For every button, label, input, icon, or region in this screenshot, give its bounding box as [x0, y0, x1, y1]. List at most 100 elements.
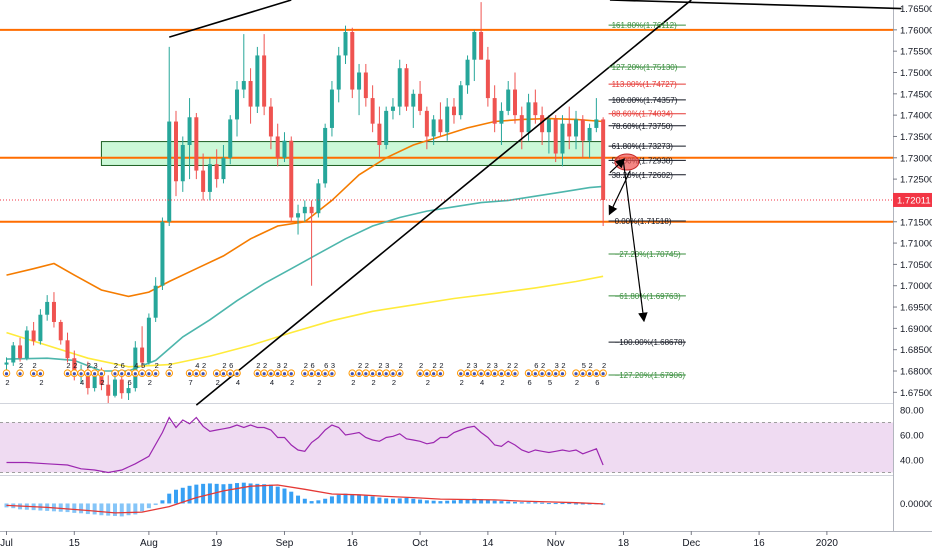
macd-histogram-bar	[310, 501, 314, 503]
candle-body	[154, 286, 158, 318]
event-marker-icon-core	[73, 372, 76, 375]
event-marker-icon-core	[459, 372, 462, 375]
macd-histogram-bar	[364, 496, 368, 504]
event-marker-count: 2	[216, 378, 220, 387]
candle-body	[567, 124, 571, 137]
price-axis-background	[893, 0, 932, 550]
candle-body	[601, 119, 605, 200]
macd-histogram-bar	[357, 494, 361, 503]
event-marker-icon-core	[324, 372, 327, 375]
event-marker-icon-core	[595, 372, 598, 375]
macd-histogram-bar	[99, 503, 103, 515]
candle-body	[432, 119, 436, 136]
event-marker-icon-core	[534, 372, 537, 375]
candle-body	[45, 302, 49, 315]
macd-histogram-bar	[418, 500, 422, 504]
candle-body	[303, 207, 307, 213]
macd-histogram-bar	[120, 503, 124, 516]
price-axis-tick-label: 1.68500	[900, 345, 932, 356]
event-marker-icon-core	[120, 372, 123, 375]
event-marker-icon-core	[554, 372, 557, 375]
trendline	[610, 0, 902, 9]
event-marker-count: 2	[392, 378, 396, 387]
candle-body	[533, 102, 537, 115]
event-marker-icon-core	[466, 372, 469, 375]
macd-histogram-bar	[567, 503, 571, 504]
event-marker-icon-core	[541, 372, 544, 375]
candle-body	[52, 302, 56, 322]
event-marker-icon-core	[303, 372, 306, 375]
event-marker-icon-core	[500, 372, 503, 375]
candle-body	[235, 90, 239, 120]
candle-body	[188, 117, 192, 145]
candle-body	[459, 85, 463, 115]
price-axis-tick-label: 1.73000	[900, 153, 932, 164]
event-marker-count: 2	[358, 361, 362, 370]
time-axis-tick-label: 14	[482, 538, 494, 549]
event-marker-icon-core	[18, 372, 21, 375]
macd-histogram-bar	[540, 503, 544, 504]
time-axis-tick-label: Oct	[412, 538, 428, 549]
macd-histogram-bar	[147, 503, 151, 508]
time-axis-tick-label: Aug	[140, 538, 158, 549]
candle-body	[337, 55, 341, 89]
macd-histogram-bar	[513, 502, 517, 504]
event-marker-count: 6	[121, 361, 125, 370]
price-axis-tick-label: 1.75500	[900, 47, 932, 58]
candle-body	[59, 322, 63, 340]
macd-histogram-bar	[160, 500, 164, 503]
macd-pane: 0.00000	[5, 483, 932, 517]
event-marker-icon-core	[378, 372, 381, 375]
fib-level-label: 161.80%(1.76112)	[612, 21, 678, 30]
macd-histogram-bar	[269, 485, 273, 504]
event-marker-count: 2	[514, 361, 518, 370]
event-marker-icon-core	[317, 372, 320, 375]
macd-histogram-bar	[235, 483, 239, 503]
price-axis-tick-label: 1.71000	[900, 239, 932, 250]
macd-histogram-bar	[405, 498, 409, 503]
target-ellipse	[615, 154, 639, 170]
macd-histogram-bar	[438, 501, 442, 503]
event-marker-icon-core	[141, 372, 144, 375]
fib-level-label: 61.80%(1.73273)	[612, 142, 674, 151]
fibonacci-levels: 161.80%(1.76112)127.20%(1.75130)113.00%(…	[609, 21, 686, 380]
macd-histogram-bar	[154, 503, 158, 505]
macd-histogram-bar	[255, 484, 259, 504]
event-marker-count: 5	[141, 361, 145, 370]
fib-level-label: −127.20%(1.67906)	[615, 371, 686, 380]
candle-body	[398, 68, 402, 106]
event-marker-icon-core	[364, 372, 367, 375]
candle-body	[160, 222, 164, 286]
candle-body	[282, 141, 286, 158]
macd-histogram-bar	[547, 503, 551, 504]
candle-body	[316, 183, 320, 213]
candle-body	[574, 119, 578, 136]
macd-histogram-bar	[330, 496, 334, 503]
candle-body	[405, 68, 409, 106]
event-marker-count: 2	[372, 378, 376, 387]
event-marker-count: 2	[602, 361, 606, 370]
event-marker-count: 2	[426, 378, 430, 387]
event-marker-count: 2	[66, 361, 70, 370]
macd-histogram-bar	[174, 490, 178, 504]
candle-body	[18, 345, 22, 358]
event-marker-count: 7	[188, 378, 192, 387]
macd-histogram-bar	[93, 503, 97, 514]
candle-body	[452, 107, 456, 116]
fib-level-label: −27.20%(1.70745)	[615, 250, 681, 259]
event-marker-count: 2	[87, 361, 91, 370]
time-axis-tick-label: 18	[618, 538, 630, 549]
candle-body	[255, 55, 259, 106]
event-marker-count: 3	[385, 361, 389, 370]
macd-histogram-bar	[194, 485, 198, 504]
event-marker-count: 2	[202, 361, 206, 370]
candle-body	[377, 124, 381, 145]
event-marker-icon-core	[473, 372, 476, 375]
candle-body	[384, 111, 388, 145]
candle-body	[554, 119, 558, 153]
event-marker-icon-core	[235, 372, 238, 375]
macd-histogram-bar	[59, 503, 63, 511]
